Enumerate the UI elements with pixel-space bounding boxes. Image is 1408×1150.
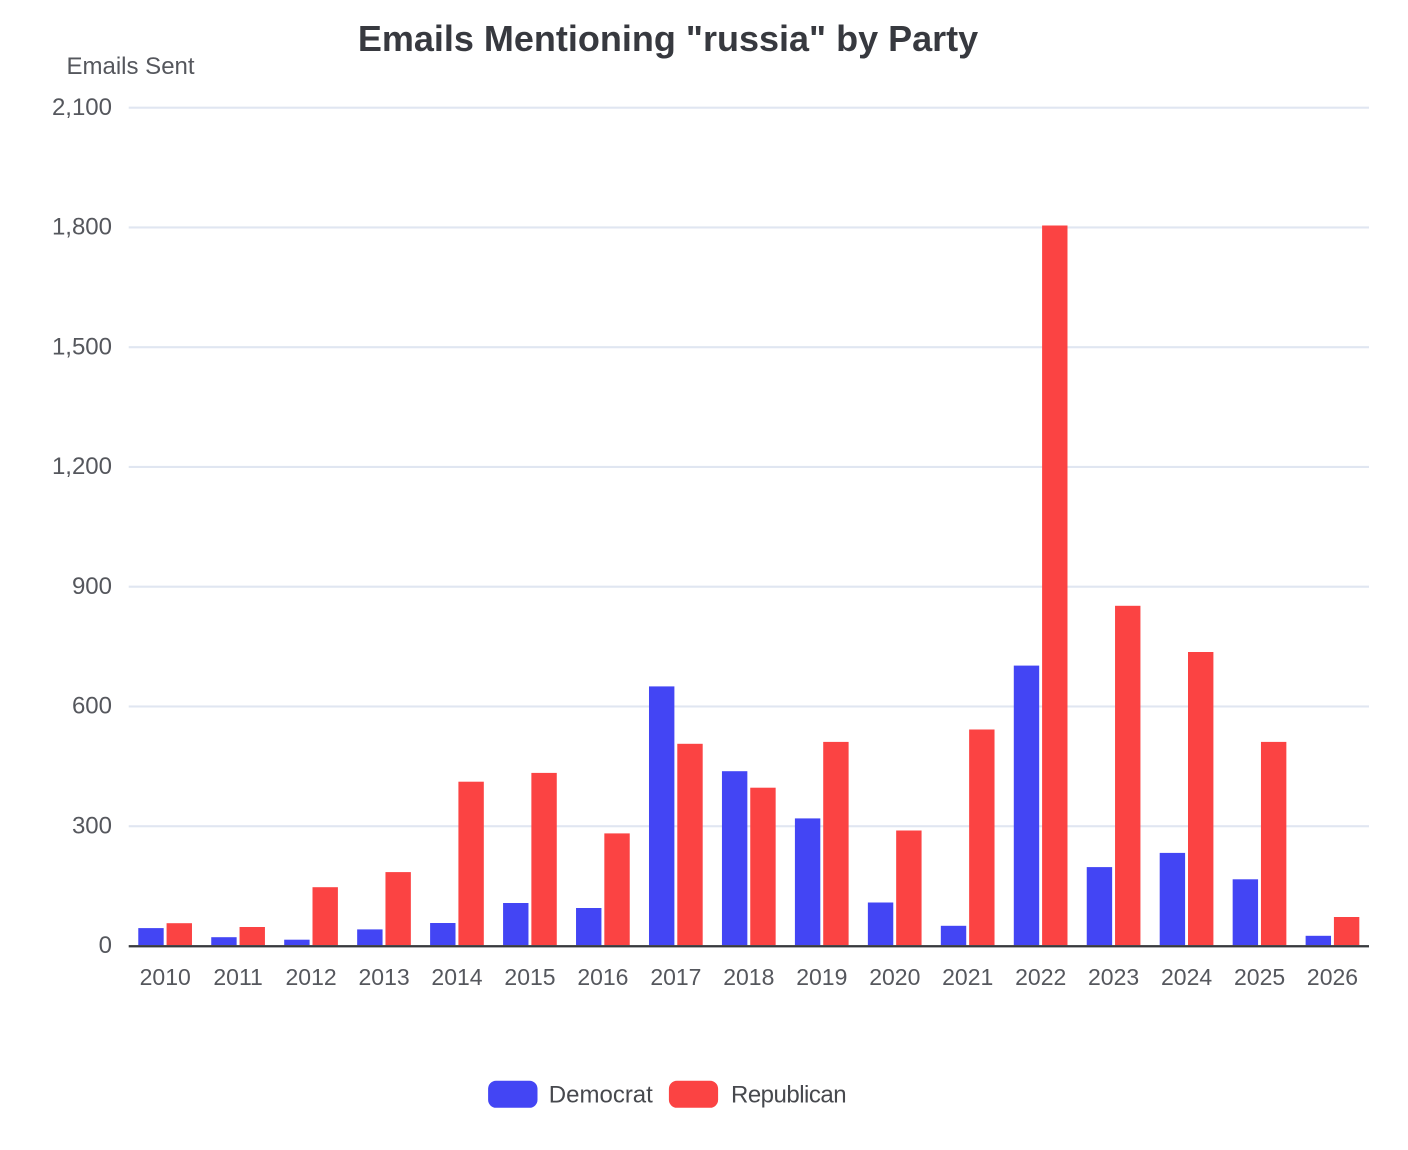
svg-text:2015: 2015 (504, 964, 555, 990)
svg-text:2012: 2012 (286, 964, 337, 990)
svg-text:900: 900 (72, 573, 112, 600)
svg-text:Emails Mentioning "russia" by: Emails Mentioning "russia" by Party (358, 18, 978, 59)
svg-text:300: 300 (72, 812, 112, 839)
svg-text:Republican: Republican (731, 1081, 846, 1108)
svg-text:Emails Sent: Emails Sent (67, 53, 195, 80)
svg-text:600: 600 (72, 693, 112, 720)
svg-text:1,500: 1,500 (52, 333, 112, 360)
svg-text:1,800: 1,800 (52, 214, 112, 241)
svg-text:2017: 2017 (650, 964, 701, 990)
svg-text:2010: 2010 (140, 964, 191, 990)
svg-text:2026: 2026 (1307, 964, 1358, 990)
svg-text:2024: 2024 (1161, 964, 1212, 990)
svg-text:1,200: 1,200 (52, 453, 112, 480)
svg-text:2016: 2016 (577, 964, 628, 990)
svg-text:2013: 2013 (359, 964, 410, 990)
svg-text:2022: 2022 (1015, 964, 1066, 990)
svg-text:2025: 2025 (1234, 964, 1285, 990)
svg-text:2014: 2014 (431, 964, 482, 990)
svg-text:2018: 2018 (723, 964, 774, 990)
svg-text:2020: 2020 (869, 964, 920, 990)
svg-text:2011: 2011 (213, 964, 262, 990)
svg-text:2019: 2019 (796, 964, 847, 990)
svg-text:2,100: 2,100 (52, 94, 112, 121)
svg-text:Democrat: Democrat (549, 1081, 653, 1108)
svg-text:2023: 2023 (1088, 964, 1139, 990)
svg-text:0: 0 (99, 932, 112, 959)
svg-text:2021: 2021 (942, 964, 993, 990)
